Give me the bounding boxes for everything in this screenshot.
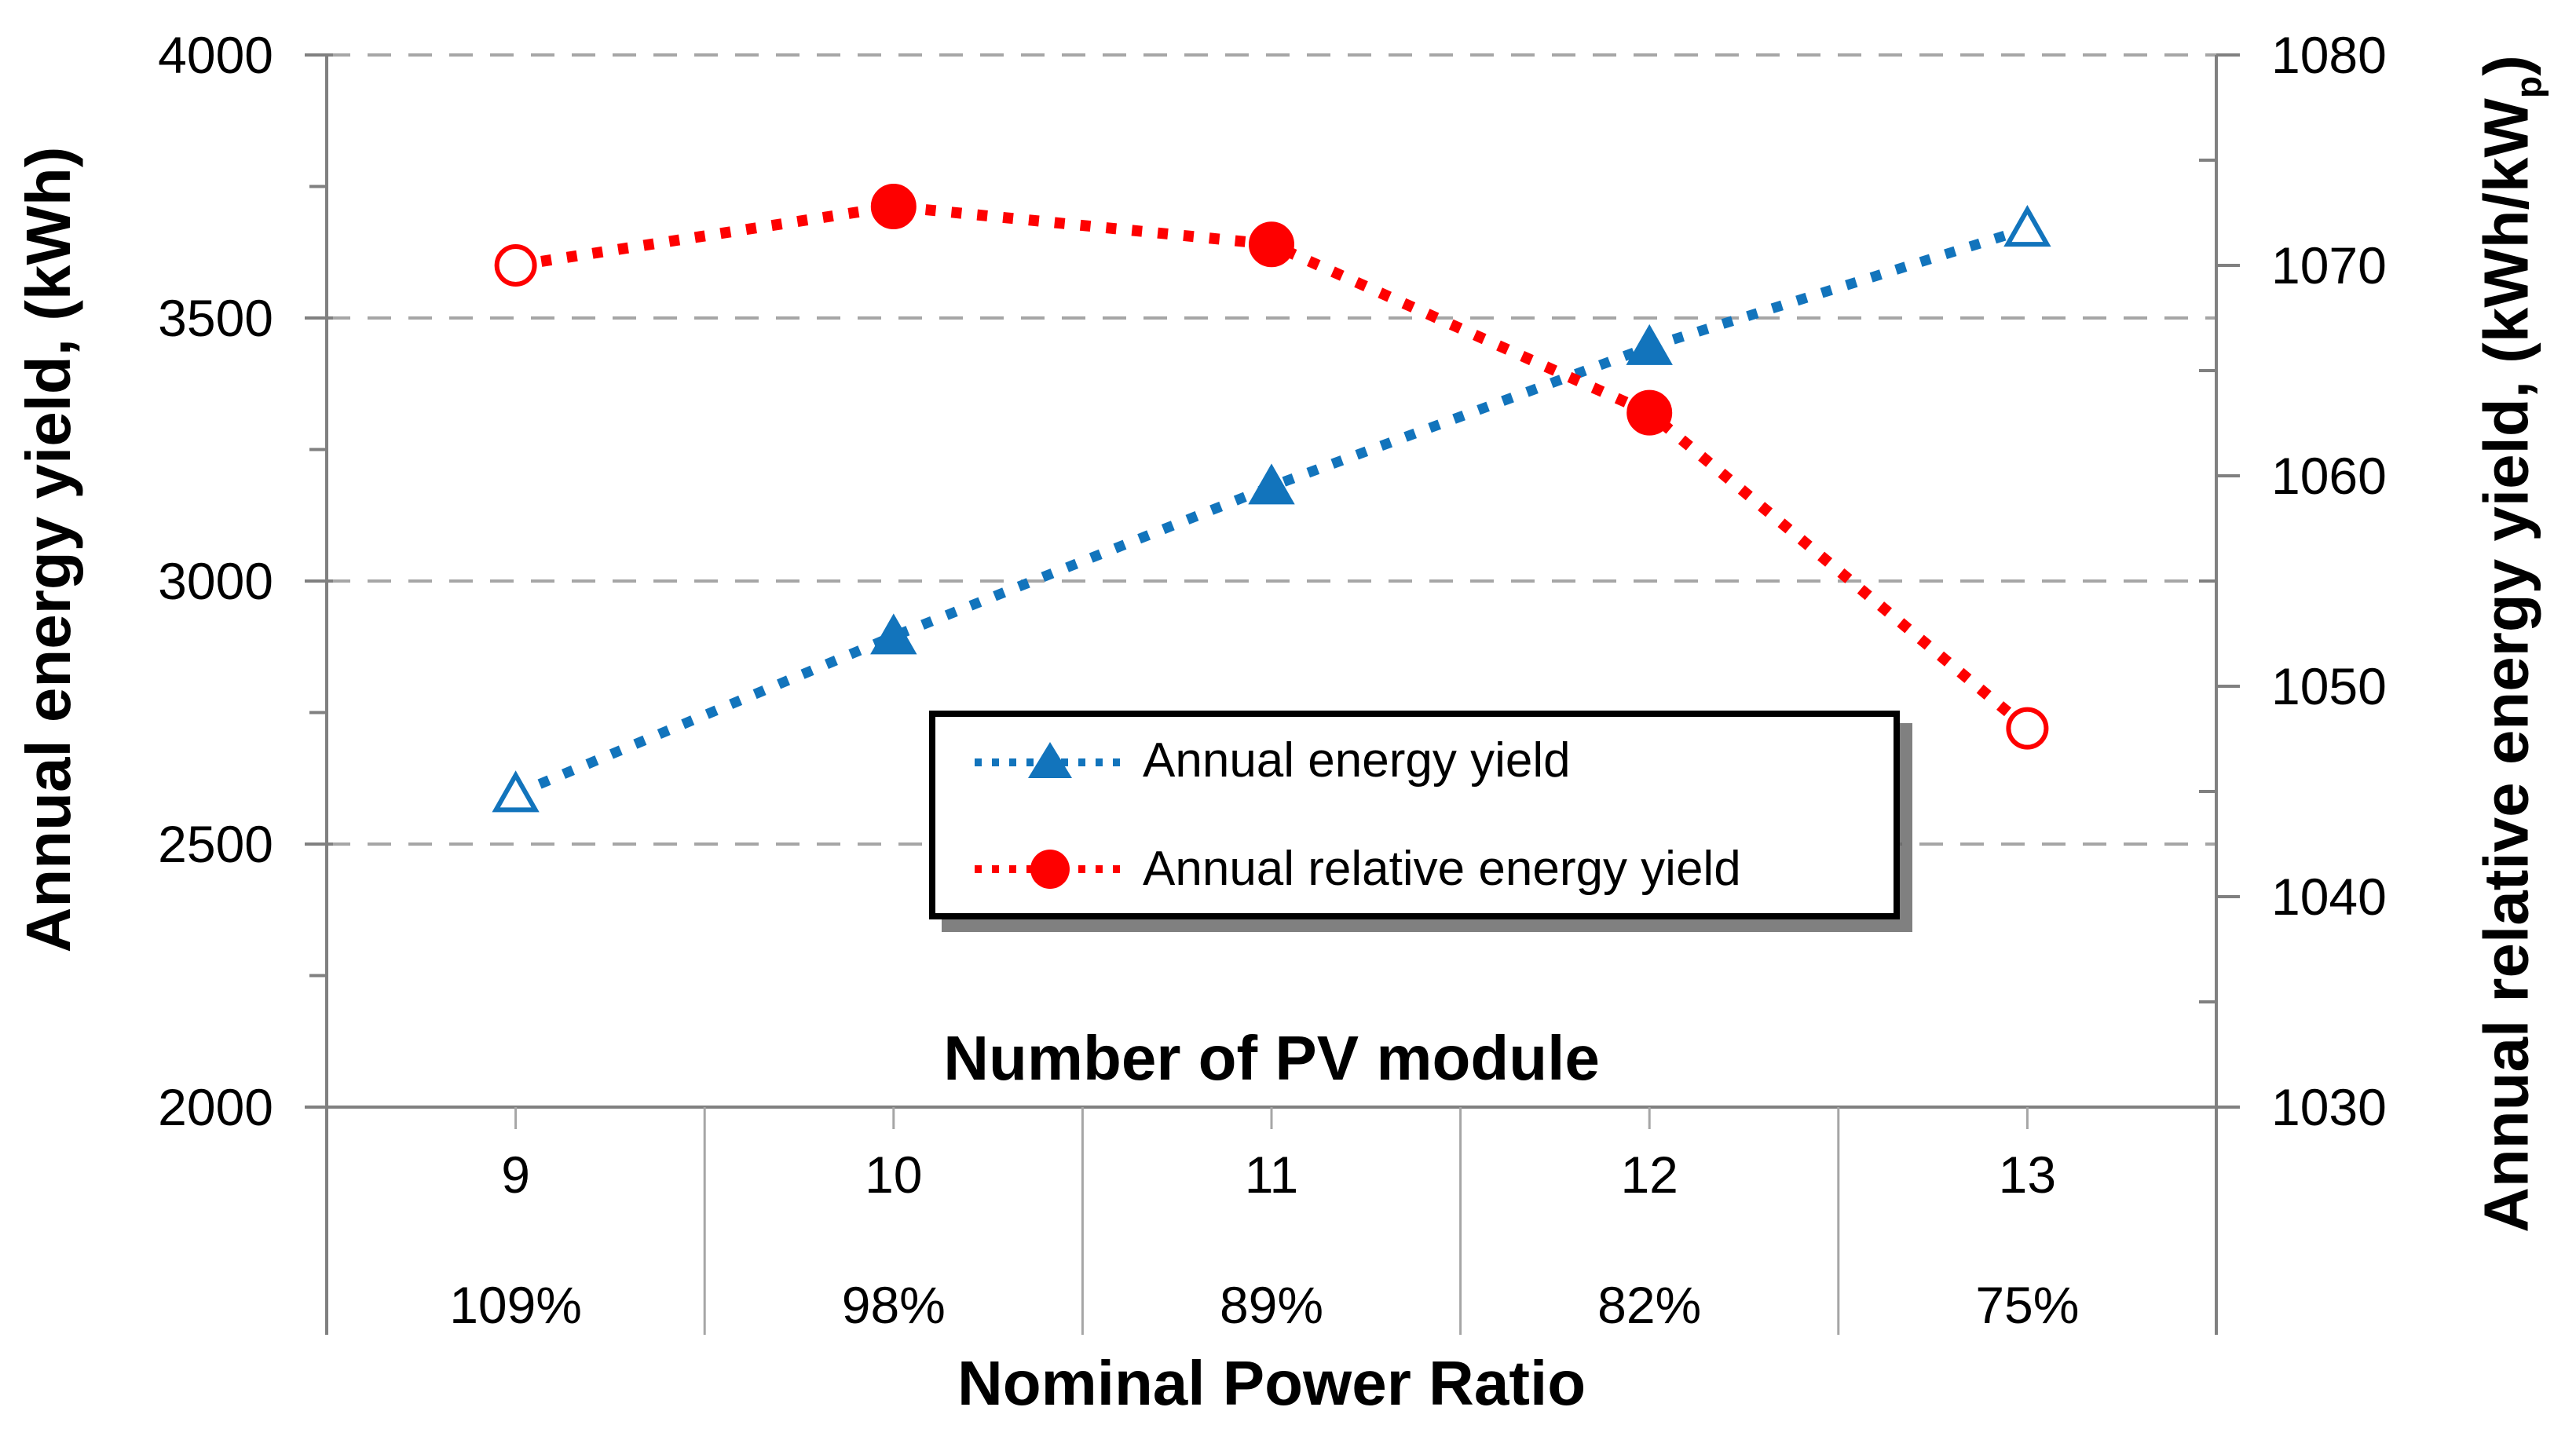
data-point-circle	[1249, 221, 1294, 268]
data-point-triangle	[1248, 463, 1295, 505]
x-ratio-label: 98%	[841, 1276, 946, 1334]
x-ratio-label: 89%	[1219, 1276, 1324, 1334]
left-axis-title: Annual energy yield, (kWh)	[13, 146, 83, 953]
y-axis-tick-label: 3500	[158, 289, 273, 347]
circle-marker-icon	[975, 850, 1125, 889]
data-point-triangle	[2003, 205, 2051, 247]
series-line-annual-energy-yield	[514, 223, 2029, 799]
x-category-label: 13	[1998, 1146, 2057, 1204]
legend-label: Annual energy yield	[1143, 733, 1571, 788]
y2-axis-tick-label: 1070	[2271, 236, 2387, 294]
x-axis-ratio-title: Nominal Power Ratio	[957, 1348, 1586, 1418]
x-axis-module-title: Number of PV module	[943, 1023, 1600, 1093]
y2-axis-tick-label: 1060	[2271, 447, 2387, 505]
right-axis-title-subscript: p	[2508, 75, 2549, 99]
legend-label: Annual relative energy yield	[1143, 842, 1741, 896]
y-axis-tick-label: 4000	[158, 26, 273, 84]
data-point-circle	[2006, 707, 2049, 750]
x-category-label: 9	[501, 1146, 530, 1204]
right-axis-title: Annual relative energy yield, (kWh/kWp)	[2471, 55, 2550, 1233]
legend-item-annual-energy-yield: Annual energy yield	[971, 736, 1886, 786]
data-point-triangle	[870, 613, 917, 655]
x-category-label: 12	[1620, 1146, 1678, 1204]
x-category-label: 11	[1244, 1146, 1299, 1204]
y2-axis-tick-label: 1080	[2271, 26, 2387, 84]
data-point-circle	[1626, 389, 1673, 436]
y2-axis-tick-label: 1030	[2271, 1078, 2387, 1136]
data-point-triangle	[1626, 323, 1673, 365]
y-axis-tick-label: 2500	[158, 815, 273, 873]
y2-axis-tick-label: 1050	[2271, 657, 2387, 715]
data-point-triangle	[492, 770, 540, 813]
x-category-label: 10	[865, 1146, 923, 1204]
y-axis-tick-label: 3000	[158, 552, 273, 610]
data-point-circle	[494, 244, 537, 287]
x-ratio-label: 75%	[1975, 1276, 2080, 1334]
legend: Annual energy yield Annual relative ener…	[929, 711, 1900, 919]
y-axis-tick-label: 2000	[158, 1078, 273, 1136]
data-point-circle	[870, 183, 917, 229]
triangle-marker-icon	[975, 742, 1125, 778]
y2-axis-tick-label: 1040	[2271, 868, 2387, 926]
legend-item-annual-relative-energy-yield: Annual relative energy yield	[971, 844, 1886, 894]
x-ratio-label: 82%	[1597, 1276, 1702, 1334]
x-ratio-label: 109%	[449, 1276, 582, 1334]
